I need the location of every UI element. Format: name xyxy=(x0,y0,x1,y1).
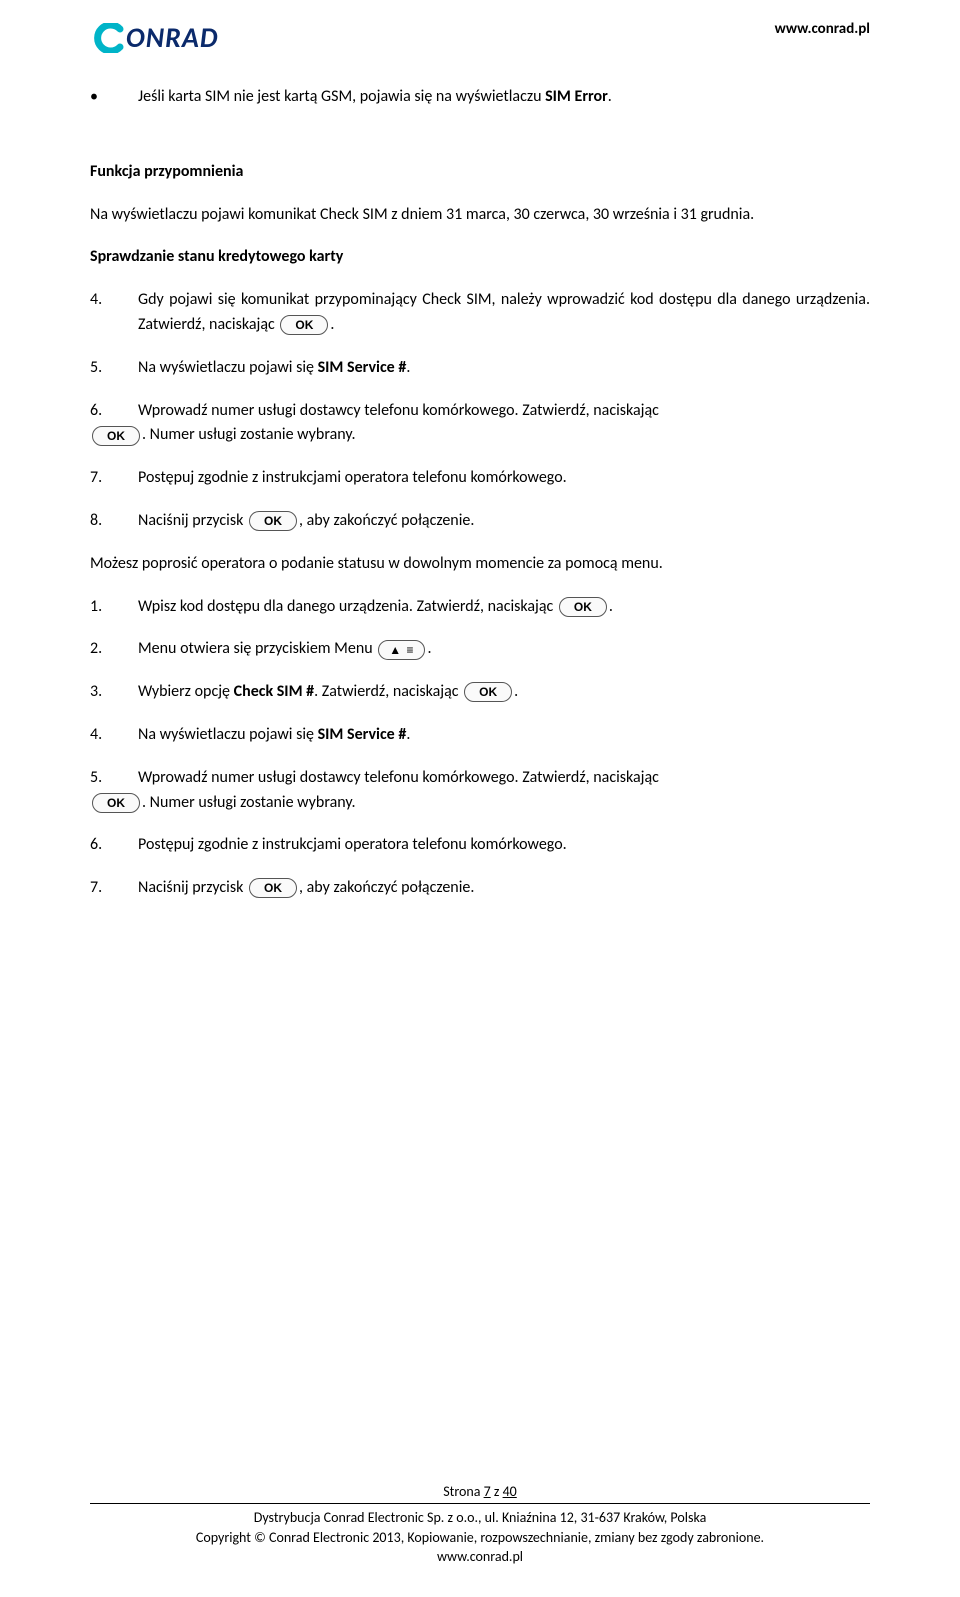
list-item: 3. Wybierz opcję Check SIM #. Zatwierdź,… xyxy=(90,680,870,705)
list-item: 5. Na wyświetlaczu pojawi się SIM Servic… xyxy=(90,356,870,381)
ok-button-icon: OK xyxy=(92,793,140,813)
list-number: 4. xyxy=(90,723,138,748)
text: , aby zakończyć połączenie. xyxy=(299,511,474,530)
list-item: 6. Postępuj zgodnie z instrukcjami opera… xyxy=(90,833,870,858)
paragraph: Możesz poprosić operatora o podanie stat… xyxy=(90,552,870,577)
text: Na wyświetlaczu pojawi się xyxy=(138,725,318,744)
ok-button-icon: OK xyxy=(559,597,607,617)
document-body: • Jeśli karta SIM nie jest kartą GSM, po… xyxy=(90,85,870,901)
ok-button-icon: OK xyxy=(464,682,512,702)
list-item: 7. Postępuj zgodnie z instrukcjami opera… xyxy=(90,466,870,491)
list-number: 8. xyxy=(90,509,138,534)
list-body: Wybierz opcję Check SIM #. Zatwierdź, na… xyxy=(138,680,870,705)
list-number: 7. xyxy=(90,876,138,901)
text: Jeśli karta SIM nie jest kartą GSM, poja… xyxy=(138,87,545,106)
page-current: 7 xyxy=(484,1483,491,1500)
menu-button-icon: ▲ ≡ xyxy=(378,640,425,660)
ok-button-icon: OK xyxy=(92,426,140,446)
page-footer: Strona 7 z 40 Dystrybucja Conrad Electro… xyxy=(0,1482,960,1567)
footer-divider xyxy=(90,1503,870,1504)
text: Gdy pojawi się komunikat przypominający … xyxy=(138,290,870,334)
list-body: Na wyświetlaczu pojawi się SIM Service #… xyxy=(138,356,870,381)
list-item: 8. Naciśnij przycisk OK, aby zakończyć p… xyxy=(90,509,870,534)
text: . xyxy=(609,597,613,616)
text: . xyxy=(608,87,612,106)
list-number: 5. xyxy=(90,356,138,381)
text: . xyxy=(406,725,410,744)
text: . Zatwierdź, naciskając xyxy=(314,682,462,701)
text: . xyxy=(406,358,410,377)
text: Naciśnij przycisk xyxy=(138,878,247,897)
list-item: 4. Gdy pojawi się komunikat przypominają… xyxy=(90,288,870,338)
list-item: 5.Wprowadź numer usługi dostawcy telefon… xyxy=(90,766,870,816)
footer-distribution: Dystrybucja Conrad Electronic Sp. z o.o.… xyxy=(0,1508,960,1528)
list-number: 4. xyxy=(90,288,138,338)
text: . xyxy=(330,315,334,334)
text: Naciśnij przycisk xyxy=(138,511,247,530)
list-number: 6. xyxy=(90,399,138,424)
header-url: www.conrad.pl xyxy=(775,20,870,38)
list-number: 5. xyxy=(90,766,138,791)
text: . Numer usługi zostanie wybrany. xyxy=(142,793,356,812)
list-item: 2. Menu otwiera się przyciskiem Menu ▲ ≡… xyxy=(90,637,870,662)
text: Wpisz kod dostępu dla danego urządzenia.… xyxy=(138,597,557,616)
list-item: 4. Na wyświetlaczu pojawi się SIM Servic… xyxy=(90,723,870,748)
paragraph: Na wyświetlaczu pojawi komunikat Check S… xyxy=(90,203,870,228)
list-number: 1. xyxy=(90,595,138,620)
ok-button-icon: OK xyxy=(280,315,328,335)
list-number: 3. xyxy=(90,680,138,705)
ok-button-icon: OK xyxy=(249,511,297,531)
list-body: Gdy pojawi się komunikat przypominający … xyxy=(138,288,870,338)
list-body: Wpisz kod dostępu dla danego urządzenia.… xyxy=(138,595,870,620)
text: Wprowadź numer usługi dostawcy telefonu … xyxy=(138,401,659,420)
text: Na wyświetlaczu pojawi się xyxy=(138,358,318,377)
text: , aby zakończyć połączenie. xyxy=(299,878,474,897)
list-body: Postępuj zgodnie z instrukcjami operator… xyxy=(138,466,870,491)
list-number: 2. xyxy=(90,637,138,662)
list-item: 7. Naciśnij przycisk OK, aby zakończyć p… xyxy=(90,876,870,901)
page-header: ONRAD www.conrad.pl xyxy=(90,20,870,55)
bullet-text: Jeśli karta SIM nie jest kartą GSM, poja… xyxy=(138,85,870,110)
list-item: 1. Wpisz kod dostępu dla danego urządzen… xyxy=(90,595,870,620)
section-subtitle: Sprawdzanie stanu kredytowego karty xyxy=(90,245,870,270)
bullet-marker: • xyxy=(90,85,138,110)
text: . Numer usługi zostanie wybrany. xyxy=(142,425,356,444)
text: . xyxy=(427,639,431,658)
list-body: Naciśnij przycisk OK, aby zakończyć połą… xyxy=(138,509,870,534)
bullet-item: • Jeśli karta SIM nie jest kartą GSM, po… xyxy=(90,85,870,110)
ok-button-icon: OK xyxy=(249,878,297,898)
logo-text: ONRAD xyxy=(126,20,218,55)
page-total: 40 xyxy=(503,1483,517,1500)
bold-text: Check SIM # xyxy=(234,682,315,701)
bold-text: SIM Service # xyxy=(318,358,407,377)
list-body: Postępuj zgodnie z instrukcjami operator… xyxy=(138,833,870,858)
text: Wprowadź numer usługi dostawcy telefonu … xyxy=(138,768,659,787)
list-body: Menu otwiera się przyciskiem Menu ▲ ≡. xyxy=(138,637,870,662)
text: . xyxy=(514,682,518,701)
footer-url: www.conrad.pl xyxy=(0,1547,960,1567)
list-body: Naciśnij przycisk OK, aby zakończyć połą… xyxy=(138,876,870,901)
section-title: Funkcja przypomnienia xyxy=(90,160,870,185)
list-number: 7. xyxy=(90,466,138,491)
text: Wybierz opcję xyxy=(138,682,234,701)
logo-c-icon xyxy=(90,23,124,53)
list-number: 6. xyxy=(90,833,138,858)
conrad-logo: ONRAD xyxy=(90,20,218,55)
text: z xyxy=(491,1483,503,1500)
text: Strona xyxy=(443,1483,483,1500)
text: Menu otwiera się przyciskiem Menu xyxy=(138,639,376,658)
list-body: Na wyświetlaczu pojawi się SIM Service #… xyxy=(138,723,870,748)
list-item: 6.Wprowadź numer usługi dostawcy telefon… xyxy=(90,399,870,449)
bold-text: SIM Error xyxy=(545,87,608,106)
bold-text: SIM Service # xyxy=(318,725,407,744)
footer-copyright: Copyright © Conrad Electronic 2013, Kopi… xyxy=(0,1528,960,1548)
page-number: Strona 7 z 40 xyxy=(0,1482,960,1502)
